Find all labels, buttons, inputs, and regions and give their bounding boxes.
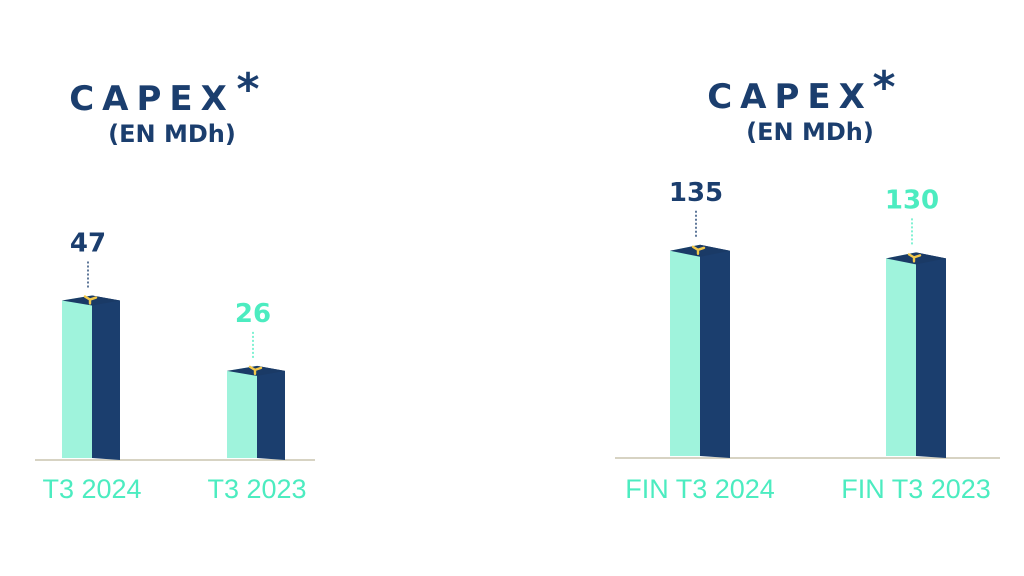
bar-side-face (916, 252, 946, 458)
value-label: 130 (885, 185, 939, 215)
bars: 135 FIN T3 2024 130 FIN T3 2023 (625, 178, 991, 504)
bar-top-face (670, 244, 730, 257)
bar-front-face (227, 365, 257, 458)
logo-mark-icon (691, 245, 706, 255)
bar-top-face (886, 252, 946, 265)
bar-side-face (257, 365, 285, 460)
bar-front-face (670, 244, 700, 456)
bar-1: 47 (62, 229, 120, 460)
chart-subtitle: (EN MDh) (746, 118, 874, 146)
bar-1: 135 (669, 178, 730, 458)
chart-title: CAPEX (707, 77, 873, 117)
logo-mark-icon (248, 365, 263, 376)
logo-mark-icon (907, 253, 922, 263)
bar-front-face (62, 295, 92, 458)
title-asterisk: * (872, 62, 903, 113)
category-label: FIN T3 2023 (841, 474, 991, 504)
value-label: 135 (669, 178, 723, 208)
chart-cumulative: CAPEX * (EN MDh) 135 FIN T3 2024 130 FIN T3… (615, 62, 1000, 504)
bar-front-face (886, 252, 916, 456)
category-label: T3 2024 (42, 474, 141, 504)
value-label: 26 (235, 299, 271, 329)
bar-2: 26 (227, 299, 285, 460)
value-label: 47 (70, 229, 106, 259)
bar-side-face (700, 244, 730, 458)
title-asterisk: * (236, 64, 267, 115)
category-label: T3 2023 (207, 474, 306, 504)
bars: 47 T3 2024 26 T3 2023 (42, 229, 306, 504)
bar-side-face (92, 295, 120, 460)
logo-mark-icon (83, 295, 98, 305)
chart-title: CAPEX (69, 79, 235, 119)
chart-subtitle: (EN MDh) (108, 120, 236, 148)
chart-quarter: CAPEX * (EN MDh) 47 T3 2024 26 T3 2023 (35, 64, 315, 504)
bar-2: 130 (885, 185, 946, 458)
category-label: FIN T3 2024 (625, 474, 775, 504)
